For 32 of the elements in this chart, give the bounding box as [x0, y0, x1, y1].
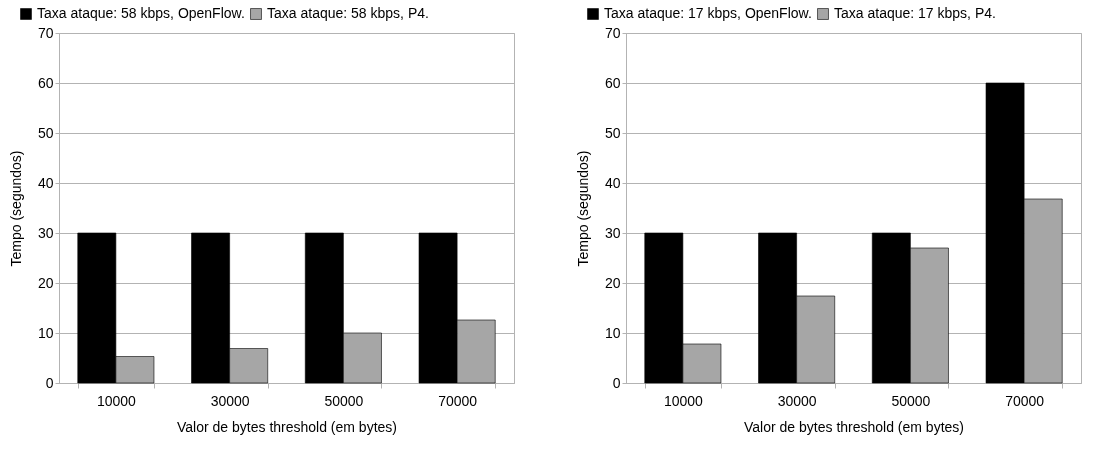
- legend-label: Taxa ataque: 17 kbps, P4.: [834, 5, 996, 21]
- y-tick-label: 10: [37, 324, 54, 341]
- x-tick-label: 50000: [891, 392, 931, 409]
- y-tick-label: 20: [37, 274, 54, 291]
- y-tick-label: 70: [37, 24, 54, 41]
- y-axis-title: Tempo (segundos): [7, 150, 24, 267]
- y-tick-label: 30: [604, 224, 621, 241]
- y-tick-label: 60: [604, 74, 621, 91]
- y-tick-label: 10: [604, 324, 621, 341]
- y-tick-label: 70: [604, 24, 621, 41]
- x-tick-label: 10000: [663, 392, 704, 409]
- legend-label: Taxa ataque: 17 kbps, OpenFlow.: [604, 5, 812, 21]
- y-axis-title: Tempo (segundos): [574, 150, 591, 267]
- y-tick-label: 40: [604, 174, 621, 191]
- y-tick-label: 20: [604, 274, 621, 291]
- y-tick-label: 30: [37, 224, 54, 241]
- y-tick-label: 40: [37, 174, 54, 191]
- x-axis-title: Valor de bytes threshold (em bytes): [744, 418, 964, 435]
- y-tick-label: 0: [45, 374, 54, 391]
- x-tick-label: 10000: [96, 392, 137, 409]
- x-tick-label: 30000: [210, 392, 250, 409]
- x-tick-label: 50000: [324, 392, 364, 409]
- y-tick-label: 50: [37, 124, 54, 141]
- y-tick-label: 50: [604, 124, 621, 141]
- x-axis-title: Valor de bytes threshold (em bytes): [177, 418, 397, 435]
- y-tick-label: 60: [37, 74, 54, 91]
- y-tick-label: 0: [612, 374, 621, 391]
- legend-label: Taxa ataque: 58 kbps, OpenFlow.: [37, 5, 245, 21]
- legend-label: Taxa ataque: 58 kbps, P4.: [267, 5, 429, 21]
- x-tick-label: 70000: [1005, 392, 1045, 409]
- x-tick-label: 30000: [777, 392, 817, 409]
- x-tick-label: 70000: [438, 392, 478, 409]
